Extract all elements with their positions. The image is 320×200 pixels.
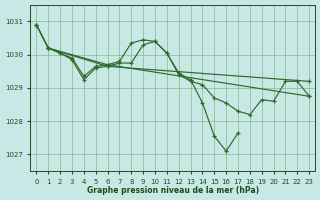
X-axis label: Graphe pression niveau de la mer (hPa): Graphe pression niveau de la mer (hPa) <box>87 186 259 195</box>
